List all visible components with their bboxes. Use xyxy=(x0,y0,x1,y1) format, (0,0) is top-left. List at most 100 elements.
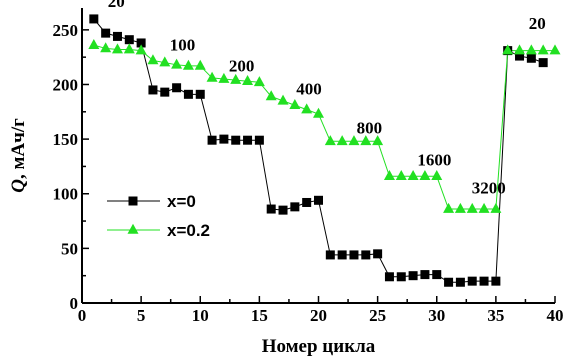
y-tick-label: 250 xyxy=(53,21,79,40)
rate-annotations: 20 100 200 400 800 1600 3200 20 xyxy=(108,0,546,198)
rate-label: 100 xyxy=(170,36,196,55)
y-tick-label: 100 xyxy=(53,185,79,204)
x-tick-label: 10 xyxy=(192,306,209,325)
data-point-triangle xyxy=(277,94,289,105)
data-point-square xyxy=(128,196,138,206)
data-point-square xyxy=(337,250,347,260)
data-point-triangle xyxy=(514,44,526,55)
legend-label: x=0 xyxy=(167,192,196,211)
data-point-triangle xyxy=(88,38,100,49)
rate-label: 20 xyxy=(529,14,546,33)
series-lines xyxy=(93,18,555,283)
rate-label: 800 xyxy=(357,119,383,138)
series-line-x0 xyxy=(93,18,544,283)
data-point-square xyxy=(266,204,276,214)
data-point-triangle xyxy=(313,107,324,118)
data-point-square xyxy=(396,272,406,282)
data-point-square xyxy=(254,135,264,145)
data-point-triangle xyxy=(182,59,194,70)
data-point-square xyxy=(89,14,99,24)
series-markers xyxy=(88,14,561,287)
data-point-triangle xyxy=(218,72,230,83)
data-point-square xyxy=(467,276,477,286)
data-point-triangle xyxy=(537,44,549,55)
data-point-triangle xyxy=(549,44,561,55)
data-point-triangle xyxy=(135,44,147,55)
data-point-triangle xyxy=(395,170,407,181)
data-point-triangle xyxy=(159,56,171,67)
data-point-square xyxy=(349,250,359,260)
data-point-triangle xyxy=(242,75,254,86)
data-point-triangle xyxy=(383,170,395,181)
data-point-triangle xyxy=(265,90,277,101)
data-point-triangle xyxy=(525,44,537,55)
data-point-square xyxy=(290,202,300,212)
data-point-square xyxy=(526,53,536,63)
x-tick-label: 30 xyxy=(428,306,445,325)
data-point-triangle xyxy=(478,202,490,213)
y-axis-unit: , мАч/г xyxy=(8,118,29,179)
data-point-square xyxy=(361,250,371,260)
legend-label: x=0.2 xyxy=(167,221,210,240)
data-point-square xyxy=(314,195,323,205)
data-point-triangle xyxy=(194,59,206,70)
data-point-square xyxy=(278,205,288,215)
data-point-square xyxy=(172,83,182,93)
y-tick-label: 50 xyxy=(61,239,78,258)
data-point-square xyxy=(195,89,205,99)
data-point-square xyxy=(455,277,465,287)
data-point-triangle xyxy=(253,76,265,87)
data-point-triangle xyxy=(466,202,478,213)
data-point-triangle xyxy=(230,73,242,84)
data-point-square xyxy=(515,51,525,61)
data-point-triangle xyxy=(123,43,135,54)
data-point-square xyxy=(219,134,229,144)
data-point-triangle xyxy=(111,43,123,54)
x-axis-title: Номер цикла xyxy=(262,336,376,357)
data-point-triangle xyxy=(454,202,466,213)
data-point-triangle xyxy=(336,135,348,146)
data-point-triangle xyxy=(372,135,384,146)
data-point-square xyxy=(444,277,454,287)
data-point-triangle xyxy=(206,71,218,82)
data-point-square xyxy=(432,270,442,280)
y-tick-label: 0 xyxy=(70,294,79,313)
data-point-square xyxy=(479,276,489,286)
data-point-square xyxy=(384,272,394,282)
y-axis-symbol: Q xyxy=(8,179,29,193)
rate-label: 400 xyxy=(296,79,322,98)
y-tick-label: 200 xyxy=(53,75,79,94)
data-point-triangle xyxy=(502,44,514,55)
data-point-triangle xyxy=(419,170,431,181)
data-point-triangle xyxy=(360,135,372,146)
data-point-square xyxy=(325,250,335,260)
data-point-square xyxy=(231,135,241,145)
data-point-triangle xyxy=(127,223,139,234)
data-point-square xyxy=(243,135,253,145)
rate-label: 200 xyxy=(229,56,255,75)
x-tick-label: 40 xyxy=(547,306,563,325)
data-point-triangle xyxy=(289,99,301,110)
x-tick-label: 5 xyxy=(137,306,146,325)
y-axis-title: Q, мАч/г xyxy=(8,118,29,193)
data-point-triangle xyxy=(100,42,112,53)
x-tick-label: 20 xyxy=(310,306,327,325)
data-point-square xyxy=(160,87,170,97)
data-point-square xyxy=(124,35,134,45)
x-tick-label: 0 xyxy=(78,306,87,325)
data-point-triangle xyxy=(443,202,455,213)
series-line-x02 xyxy=(93,44,555,210)
data-point-square xyxy=(373,249,383,259)
data-point-square xyxy=(408,271,418,281)
legend: x=0 x=0.2 xyxy=(107,192,210,240)
rate-label: 1600 xyxy=(417,150,451,169)
data-point-triangle xyxy=(490,202,502,213)
data-point-square xyxy=(302,197,312,207)
data-point-square xyxy=(183,89,193,99)
data-point-triangle xyxy=(407,170,419,181)
rate-label: 20 xyxy=(108,0,125,11)
data-point-square xyxy=(207,135,217,145)
rate-label: 3200 xyxy=(472,179,506,198)
